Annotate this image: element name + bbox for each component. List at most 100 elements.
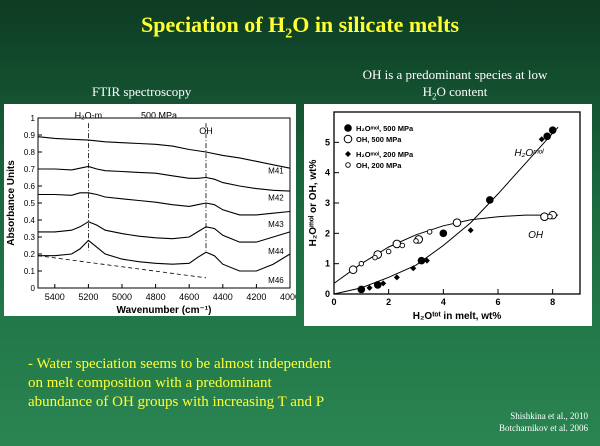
x-axis-label: Wavenumber (cm⁻¹) bbox=[117, 305, 212, 316]
legend-marker-2 bbox=[343, 134, 353, 144]
y-tick-label: 4 bbox=[325, 168, 330, 178]
conclusion-line3: abundance of OH groups with increasing T… bbox=[28, 394, 325, 410]
data-point-series-1 bbox=[543, 132, 551, 141]
y-tick-label: 2 bbox=[325, 228, 330, 238]
y-tick-label: 0.1 bbox=[24, 267, 36, 276]
y-tick-label: 1 bbox=[325, 259, 330, 269]
title-part-2: O in silicate melts bbox=[292, 12, 460, 37]
y-tick-label: 0.8 bbox=[24, 148, 36, 157]
data-point-series-2 bbox=[452, 218, 462, 228]
legend-label-1: H₂Oᵐᵒˡ, 500 MPa bbox=[356, 124, 414, 133]
x-tick-label: 4600 bbox=[179, 292, 199, 302]
slide-title: Speciation of H2O in silicate melts bbox=[0, 12, 600, 42]
legend-label-4: OH, 200 MPa bbox=[356, 161, 402, 170]
caption-oh-sub: 2 bbox=[431, 91, 437, 102]
caption-oh-post: O content bbox=[436, 84, 488, 99]
y-tick-label: 0.5 bbox=[24, 199, 36, 208]
data-point-series-2 bbox=[392, 239, 402, 249]
y-tick-label: 0 bbox=[31, 284, 36, 293]
data-point-series-4 bbox=[426, 229, 433, 235]
data-point-series-1 bbox=[548, 126, 557, 134]
data-point-series-3 bbox=[366, 284, 373, 291]
series-label-m43: M43 bbox=[268, 220, 284, 229]
x-tick-label: 4800 bbox=[146, 292, 166, 302]
reference-1: Shishkina et al., 2010 bbox=[510, 411, 588, 421]
baseline-dashed bbox=[37, 255, 207, 279]
title-subscript: 2 bbox=[285, 26, 293, 42]
y-axis-label: H₂Oᵐᵒˡ or OH, wt% bbox=[308, 160, 319, 247]
data-point-series-1 bbox=[486, 196, 494, 204]
data-point-series-3 bbox=[393, 274, 400, 281]
fit-curve-h2omol bbox=[333, 126, 559, 295]
reference-2: Botcharnikov et al. 2006 bbox=[499, 423, 588, 433]
spectrum-line-m46 bbox=[38, 239, 291, 272]
annotation-oh: OH bbox=[199, 126, 213, 136]
legend-marker-3 bbox=[345, 151, 351, 157]
series-label-m46: M46 bbox=[268, 276, 284, 285]
spectrum-line-m44 bbox=[38, 221, 291, 243]
data-point-series-1 bbox=[439, 229, 448, 238]
x-tick-label: 4200 bbox=[246, 292, 266, 302]
legend-marker-1 bbox=[344, 124, 352, 132]
x-tick-label: 5200 bbox=[78, 292, 98, 302]
spectrum-line-m41 bbox=[37, 136, 291, 169]
x-tick-label: 4400 bbox=[213, 292, 233, 302]
data-point-series-1 bbox=[417, 256, 426, 265]
legend-label-2: OH, 500 MPa bbox=[356, 135, 402, 144]
conclusion-text: - Water speciation seems to be almost in… bbox=[28, 355, 388, 412]
caption-oh: OH is a predominant species at low H2O c… bbox=[345, 66, 565, 106]
data-point-series-4 bbox=[372, 254, 378, 261]
references: Shishkina et al., 2010 Botcharnikov et a… bbox=[499, 410, 588, 434]
speciation-panel: 0 2 4 6 8 0 1 2 3 4 5 H₂Oᵗᵒᵗ in melt, wt% H₂Oᵐᵒˡ or … bbox=[304, 104, 592, 326]
data-point-series-4 bbox=[358, 260, 365, 267]
y-tick-label: 0.2 bbox=[24, 250, 36, 259]
data-point-series-4 bbox=[547, 213, 553, 220]
conclusion-line2: on melt composition with a predominant bbox=[28, 375, 272, 391]
y-tick-label: 1 bbox=[31, 114, 36, 123]
data-point-series-2 bbox=[540, 212, 549, 221]
data-point-series-4 bbox=[399, 242, 406, 249]
y-tick-label: 5 bbox=[325, 137, 330, 147]
y-tick-label: 0.4 bbox=[24, 216, 36, 225]
x-tick-label: 5400 bbox=[45, 292, 65, 302]
data-point-series-2 bbox=[348, 265, 358, 275]
caption-ftir: FTIR spectroscopy bbox=[92, 84, 192, 99]
x-axis-label: H₂Oᵗᵒᵗ in melt, wt% bbox=[413, 311, 502, 322]
series-label-m41: M41 bbox=[268, 166, 284, 175]
annotation-pressure: 500 MPa bbox=[141, 111, 177, 121]
y-tick-label: 0.9 bbox=[24, 131, 36, 140]
y-tick-label: 0.3 bbox=[24, 233, 36, 242]
x-tick-label: 4 bbox=[441, 297, 446, 307]
fit-curve-oh bbox=[333, 214, 559, 284]
x-tick-label: 2 bbox=[386, 297, 391, 307]
x-tick-label: 5000 bbox=[112, 292, 132, 302]
caption-oh-line1: OH is a predominant species at low bbox=[362, 67, 548, 82]
curve-label-oh: OH bbox=[528, 230, 544, 241]
caption-oh-line2: H2O content bbox=[345, 83, 565, 106]
y-tick-label: 3 bbox=[325, 198, 330, 208]
data-point-series-1 bbox=[373, 281, 382, 289]
x-tick-label: 6 bbox=[495, 297, 500, 307]
spectrum-line-m43 bbox=[38, 192, 291, 216]
caption-oh-pre: H bbox=[422, 84, 432, 99]
data-point-series-3 bbox=[538, 136, 545, 143]
y-tick-label: 0.7 bbox=[24, 165, 36, 174]
data-point-series-1 bbox=[357, 285, 366, 294]
data-point-series-3 bbox=[423, 257, 430, 264]
y-tick-label: 0 bbox=[325, 289, 330, 299]
conclusion-line1: - Water speciation seems to be almost in… bbox=[28, 356, 332, 372]
title-part-1: Speciation of H bbox=[140, 12, 286, 37]
speciation-chart: 0 2 4 6 8 0 1 2 3 4 5 H₂Oᵗᵒᵗ in melt, wt% H₂Oᵐᵒˡ or … bbox=[308, 111, 581, 322]
x-tick-label: 8 bbox=[550, 297, 555, 307]
data-point-series-4 bbox=[413, 238, 419, 244]
data-point-series-3 bbox=[467, 227, 474, 234]
legend-marker-4 bbox=[345, 162, 351, 168]
data-point-series-3 bbox=[380, 280, 387, 287]
annotation-h2om: H₂O-m bbox=[75, 111, 103, 121]
x-tick-label: 0 bbox=[331, 297, 336, 307]
spectrum-line-m42 bbox=[38, 165, 291, 192]
data-point-series-3 bbox=[410, 265, 417, 272]
